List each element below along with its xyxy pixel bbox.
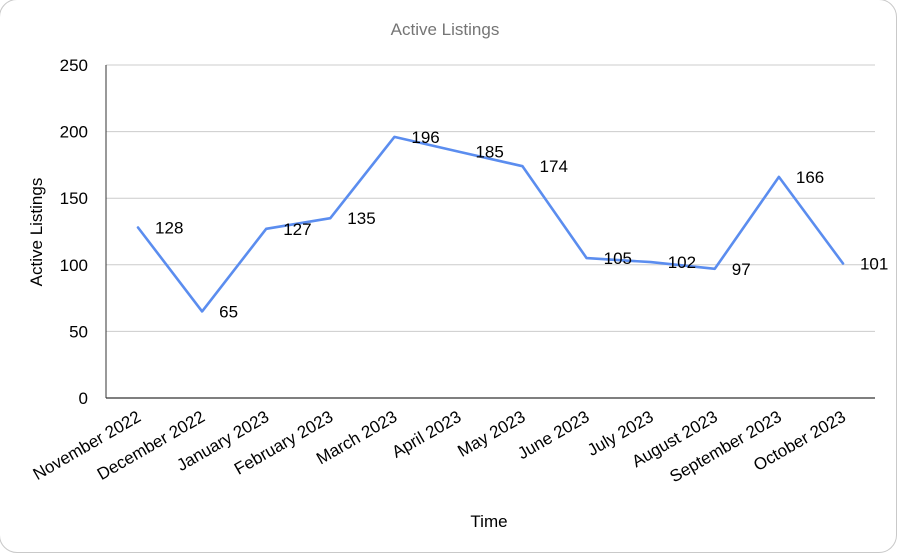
data-label: 166 [796, 168, 824, 187]
data-label: 105 [604, 249, 632, 268]
data-label: 65 [219, 302, 238, 321]
data-label: 128 [155, 219, 183, 238]
x-tick-label: November 2022 [30, 407, 144, 484]
x-axis-title: Time [470, 512, 507, 531]
y-tick-labels: 0 50 100 150 200 250 [60, 56, 88, 408]
data-label: 135 [347, 209, 375, 228]
y-tick-label: 200 [60, 123, 88, 142]
data-label: 196 [411, 128, 439, 147]
x-tick-label: June 2023 [514, 407, 592, 463]
y-tick-label: 50 [69, 322, 88, 341]
x-tick-label: September 2023 [667, 407, 785, 486]
y-tick-label: 150 [60, 189, 88, 208]
series-line [136, 135, 845, 313]
data-label: 97 [732, 260, 751, 279]
y-tick-label: 250 [60, 56, 88, 75]
data-label: 102 [668, 253, 696, 272]
data-label: 101 [860, 254, 888, 273]
x-tick-label: April 2023 [389, 407, 465, 462]
data-label: 127 [283, 220, 311, 239]
y-tick-label: 100 [60, 256, 88, 275]
data-label: 174 [540, 157, 568, 176]
chart-title: Active Listings [391, 20, 500, 39]
y-axis-title: Active Listings [27, 178, 46, 287]
data-label: 185 [475, 143, 503, 162]
series-group [136, 135, 845, 313]
x-tick-label: December 2022 [94, 407, 208, 484]
gridlines [105, 64, 875, 399]
data-labels: 128 65 127 135 196 185 174 105 102 97 166 101 [155, 128, 888, 321]
y-tick-label: 0 [79, 389, 88, 408]
